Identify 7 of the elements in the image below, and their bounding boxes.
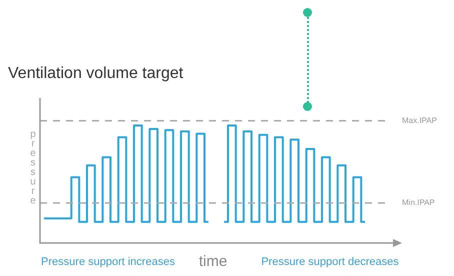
- ref-line-label: Min.IPAP: [402, 198, 435, 208]
- text: Pressure support increases: [41, 256, 176, 268]
- y-axis-title: pressure: [30, 129, 36, 206]
- x-axis-title: time: [198, 253, 228, 270]
- text: Pressure support decreases: [261, 256, 400, 268]
- chart-title: Ventilation volume target: [8, 65, 184, 82]
- ref-line-label: Max.IPAP: [402, 116, 437, 125]
